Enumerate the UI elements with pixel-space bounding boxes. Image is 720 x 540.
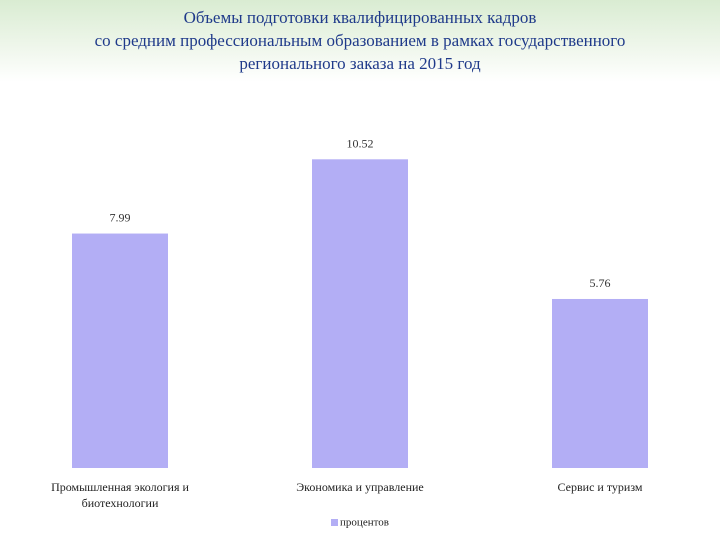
bar-value-label-1: 7.99 [110, 211, 131, 225]
category-label-1-line-2: биотехнологии [82, 496, 159, 510]
category-label-1-line-1: Промышленная экология и [51, 480, 189, 494]
bar-2 [312, 159, 408, 469]
chart-title-line-1: Объемы подготовки квалифицированных кадр… [183, 8, 537, 27]
chart-title-line-3: регионального заказа на 2015 год [239, 54, 481, 73]
bar-3 [552, 298, 648, 468]
bar-value-label-2: 10.52 [347, 136, 374, 150]
category-label-2-line-1: Экономика и управление [296, 480, 424, 494]
chart-title: Объемы подготовки квалифицированных кадр… [20, 6, 700, 75]
bar-1 [72, 233, 168, 468]
legend: процентов [0, 516, 720, 528]
legend-label: процентов [340, 516, 389, 529]
legend-swatch [331, 518, 339, 526]
category-label-3-line-1: Сервис и туризм [558, 480, 643, 494]
header-band [0, 0, 720, 82]
chart-title-line-2: со средним профессиональным образованием… [94, 31, 626, 50]
bar-value-label-3: 5.76 [590, 276, 611, 290]
